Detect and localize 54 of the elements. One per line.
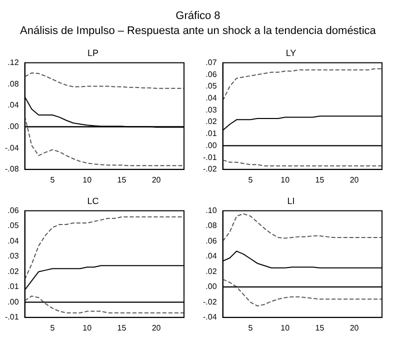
- y-tick-label: .08: [8, 79, 20, 88]
- y-tick-label: -.02: [202, 164, 218, 174]
- y-tick-label: .00: [8, 297, 20, 306]
- x-tick-label: 10: [280, 323, 290, 332]
- x-tick-label: 15: [315, 323, 325, 332]
- y-tick-label: .01: [206, 129, 218, 138]
- x-tick-label: 5: [50, 175, 56, 184]
- y-tick-label: .00: [8, 122, 20, 131]
- y-tick-label: .03: [206, 105, 218, 114]
- y-tick-label: .04: [8, 236, 20, 246]
- y-tick-label: .04: [8, 100, 20, 110]
- text: Análisis de Impulso – Respuesta ante un shock a la tendencia doméstica: [19, 25, 377, 37]
- x-tick-label: 10: [280, 175, 290, 184]
- x-tick-label: 5: [50, 323, 56, 332]
- y-tick-label: .04: [206, 252, 218, 261]
- y-tick-label: .05: [206, 82, 218, 91]
- y-tick-label: .10: [206, 206, 218, 216]
- x-tick-label: 5: [248, 323, 254, 332]
- chart-title: LY: [286, 48, 296, 58]
- x-tick-label: 20: [350, 175, 360, 184]
- x-tick-label: 15: [315, 175, 325, 184]
- y-tick-label: .07: [206, 58, 218, 68]
- y-tick-label: -.04: [4, 143, 20, 152]
- y-tick-label: .04: [206, 94, 218, 103]
- x-tick-label: 15: [117, 175, 127, 184]
- y-tick-label: .06: [206, 236, 218, 246]
- y-tick-label: -.01: [202, 152, 218, 162]
- x-tick-label: 20: [152, 175, 162, 184]
- y-tick-label: .01: [8, 282, 20, 292]
- x-tick-label: 5: [248, 175, 254, 184]
- y-tick-label: .02: [206, 266, 218, 276]
- y-tick-label: .06: [206, 70, 218, 79]
- x-tick-label: 15: [117, 323, 127, 332]
- y-tick-label: .02: [206, 117, 218, 126]
- y-tick-label: .03: [8, 252, 20, 261]
- x-tick-label: 10: [82, 323, 92, 332]
- x-tick-label: 10: [82, 175, 92, 184]
- y-tick-label: .06: [8, 206, 20, 216]
- y-tick-label: .02: [8, 266, 20, 276]
- y-tick-label: .05: [8, 221, 20, 230]
- chart-title: LC: [87, 196, 100, 206]
- text: Gráfico 8: [174, 10, 222, 22]
- y-tick-label: .00: [206, 282, 218, 292]
- y-tick-label: .08: [206, 221, 218, 230]
- y-tick-label: -.04: [202, 312, 218, 322]
- y-tick-label: -.08: [4, 164, 20, 174]
- y-tick-label: .00: [206, 140, 218, 150]
- chart-title: LP: [87, 48, 99, 58]
- chart-title: LI: [287, 196, 295, 206]
- x-tick-label: 20: [350, 323, 360, 332]
- x-tick-label: 20: [152, 323, 162, 332]
- y-tick-label: -.01: [4, 312, 20, 322]
- y-tick-label: .12: [8, 58, 20, 68]
- y-tick-label: -.02: [202, 297, 218, 306]
